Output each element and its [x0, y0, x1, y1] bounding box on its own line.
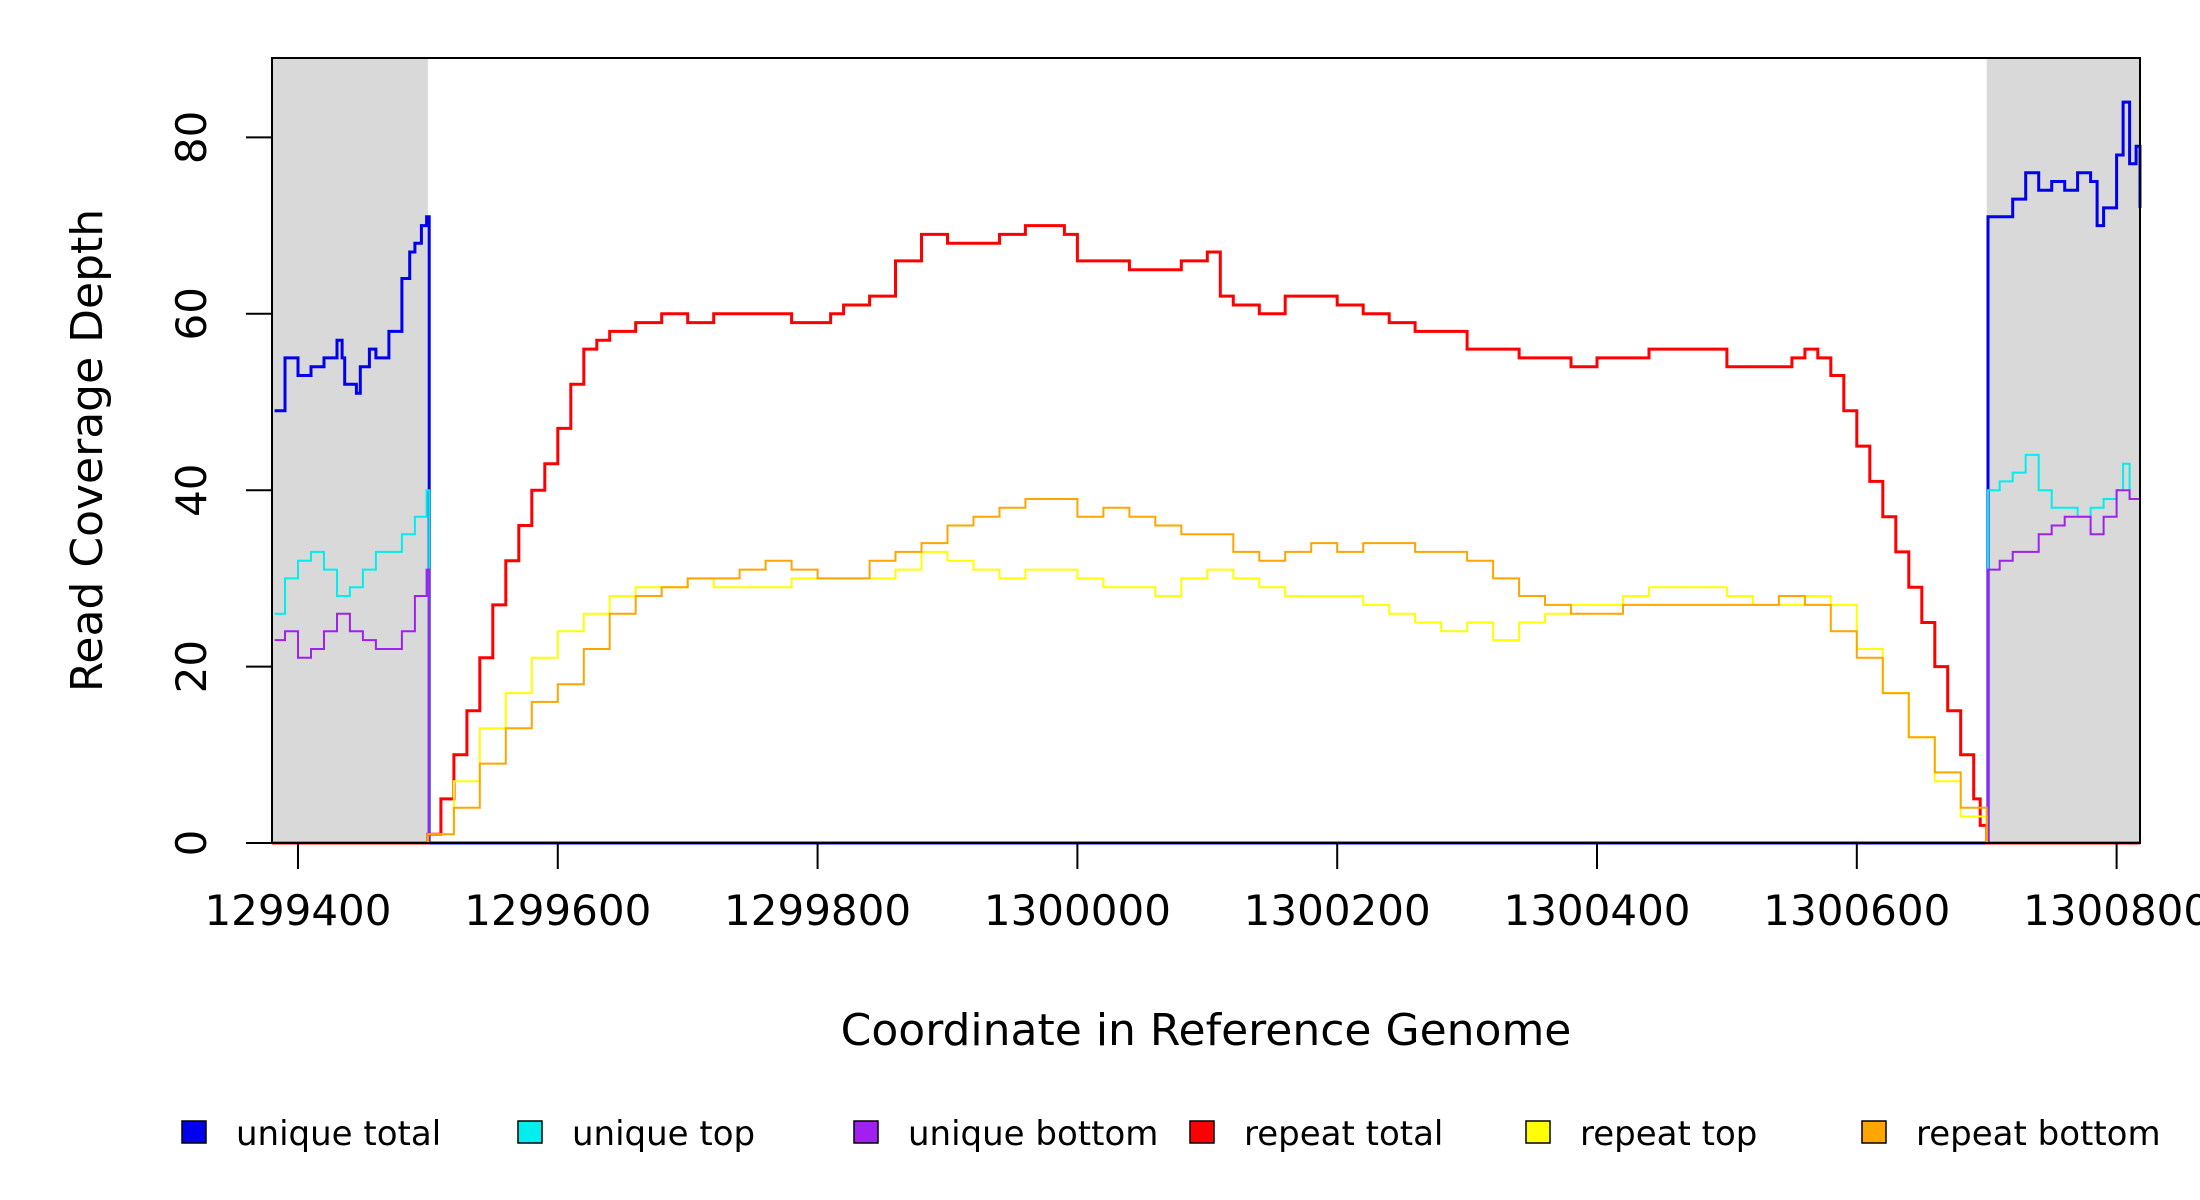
legend-label: unique bottom: [908, 1114, 1158, 1154]
series-repeat-bottom: [272, 498, 2140, 844]
legend-swatch: [181, 1120, 207, 1144]
legend: unique total unique top unique bottom repea…: [181, 1114, 2161, 1154]
legend-label: repeat total: [1244, 1114, 1443, 1154]
legend-swatch: [517, 1120, 543, 1144]
plot-frame: [271, 57, 2141, 844]
legend-swatch: [1189, 1120, 1215, 1144]
legend-label: repeat bottom: [1916, 1114, 2161, 1154]
x-tick-label: 1299400: [204, 886, 391, 935]
x-tick-label: 1299800: [724, 886, 911, 935]
series-unique-bottom: [274, 489, 2141, 844]
legend-label: unique top: [572, 1114, 755, 1154]
y-axis-title: Read Coverage Depth: [62, 209, 113, 692]
x-tick-label: 1300000: [984, 886, 1171, 935]
legend-label: repeat top: [1580, 1114, 1757, 1154]
x-tick-label: 1300400: [1503, 886, 1690, 935]
y-tick-label: 60: [167, 287, 216, 340]
shaded-regions: [272, 58, 2140, 843]
y-tick-label: 20: [167, 640, 216, 693]
x-tick-label: 1299600: [464, 886, 651, 935]
legend-swatch: [1861, 1120, 1887, 1144]
shaded-region-1: [272, 58, 428, 843]
series-repeat-top: [272, 550, 2140, 844]
legend-swatch: [1525, 1120, 1551, 1144]
x-tick-label: 1300800: [2023, 886, 2200, 935]
y-axis: 0 20 40 60 80: [167, 111, 273, 857]
y-tick-label: 80: [167, 111, 216, 164]
y-tick-label: 0: [167, 830, 216, 857]
x-axis: 1299400 1299600 1299800 1300000 1300200 13004…: [204, 842, 2200, 935]
x-tick-label: 1300200: [1244, 886, 1431, 935]
x-axis-title: Coordinate in Reference Genome: [841, 1005, 1572, 1056]
series-lines: [272, 100, 2142, 845]
y-tick-label: 40: [167, 463, 216, 516]
series-unique-total: [274, 100, 2142, 845]
series-repeat-total: [272, 224, 2140, 845]
legend-label: unique total: [236, 1114, 441, 1154]
x-tick-label: 1300600: [1763, 886, 1950, 935]
legend-swatch: [853, 1120, 879, 1144]
